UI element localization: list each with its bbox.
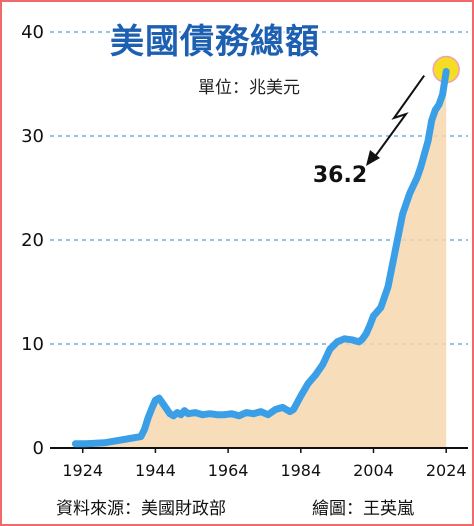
unit-label: 單位：兆美元 <box>198 78 300 98</box>
series-line <box>71 68 450 448</box>
x-tick-label: 2004 <box>353 461 394 480</box>
x-tick-label: 2024 <box>426 461 467 480</box>
y-tick-label: 40 <box>21 22 44 43</box>
x-tick-label: 1964 <box>208 461 249 480</box>
annotation-arrowhead <box>366 150 380 166</box>
annotation-value-label: 36.2 <box>313 163 367 188</box>
source-note: 資料來源：美國財政部 <box>56 499 226 519</box>
y-tick-label: 0 <box>33 438 44 459</box>
y-tick-label: 20 <box>21 230 44 251</box>
x-tick-label: 1984 <box>280 461 321 480</box>
x-tick-label: 1944 <box>135 461 176 480</box>
chart-title: 美國債務總額 <box>110 22 320 62</box>
y-tick-label: 30 <box>21 126 44 147</box>
x-tick-label: 1924 <box>62 461 103 480</box>
area-fill <box>75 71 447 448</box>
annotation-arrow <box>373 74 426 159</box>
credit-note: 繪圖：王英嵐 <box>312 499 414 519</box>
y-tick-label: 10 <box>21 334 44 355</box>
